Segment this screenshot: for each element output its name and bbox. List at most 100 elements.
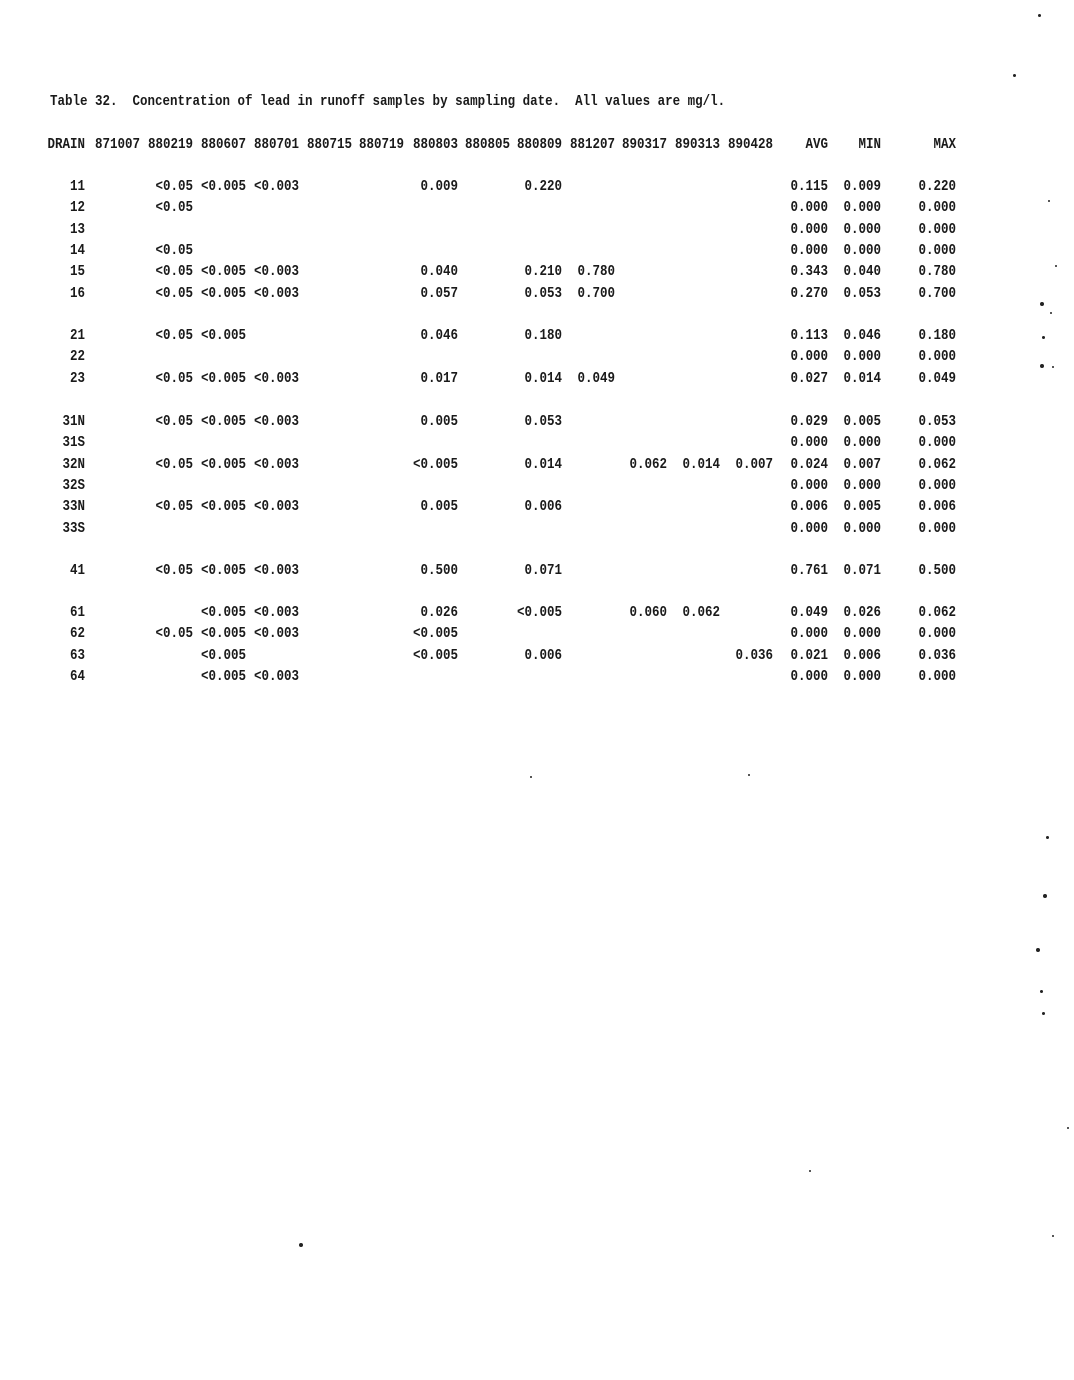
- concentration-value: 0.500: [420, 562, 458, 579]
- drain-id: 12: [69, 199, 85, 217]
- drain-id: 21: [69, 327, 85, 344]
- concentration-value: 0.210: [524, 263, 562, 280]
- avg-value: 0.000: [790, 348, 828, 366]
- column-header: 890317: [621, 136, 667, 153]
- concentration-value: <0.05: [155, 413, 193, 430]
- concentration-value: 0.053: [524, 413, 562, 430]
- max-value: 0.049: [918, 369, 956, 387]
- concentration-value: 0.005: [420, 498, 458, 515]
- column-header: DRAIN: [47, 136, 85, 153]
- min-value: 0.009: [843, 178, 881, 195]
- concentration-value: <0.005: [200, 284, 246, 302]
- concentration-value: <0.005: [200, 667, 246, 685]
- drain-id: 63: [69, 646, 85, 664]
- avg-value: 0.000: [790, 519, 828, 537]
- avg-value: 0.000: [790, 434, 828, 452]
- column-header: 880805: [464, 136, 510, 153]
- min-value: 0.026: [843, 604, 881, 621]
- concentration-value: <0.003: [253, 263, 299, 280]
- concentration-value: <0.05: [155, 263, 193, 280]
- table-title: Table 32. Concentration of lead in runof…: [50, 93, 726, 110]
- concentration-value: 0.005: [420, 413, 458, 430]
- concentration-value: <0.05: [155, 178, 193, 195]
- table-row: 32S 0.000 0.000 0.000: [0, 476, 1074, 494]
- avg-value: 0.761: [790, 562, 828, 579]
- concentration-value: <0.005: [412, 646, 458, 664]
- scan-speck: [299, 1243, 303, 1247]
- concentration-value: <0.003: [253, 284, 299, 302]
- avg-value: 0.270: [790, 284, 828, 302]
- min-value: 0.007: [843, 455, 881, 473]
- concentration-value: <0.005: [200, 562, 246, 579]
- avg-value: 0.027: [790, 369, 828, 387]
- concentration-value: <0.05: [155, 284, 193, 302]
- table-row: 41 <0.05 <0.005 <0.003 0.500 0.071 0.761 0.071 0…: [0, 562, 1074, 579]
- concentration-value: 0.180: [524, 327, 562, 344]
- min-value: 0.040: [843, 263, 881, 280]
- concentration-value: <0.003: [253, 455, 299, 473]
- concentration-value: <0.05: [155, 625, 193, 643]
- avg-value: 0.115: [790, 178, 828, 195]
- table-row: 11 <0.05 <0.005 <0.003 0.009 0.220 0.115 0.009 0…: [0, 178, 1074, 195]
- concentration-value: 0.060: [629, 604, 667, 621]
- concentration-value: <0.005: [200, 625, 246, 643]
- drain-id: 41: [69, 562, 85, 579]
- max-value: 0.000: [918, 625, 956, 643]
- table-row: 62 <0.05 <0.005 <0.003 <0.005 0.000 0.000 0.000: [0, 625, 1074, 643]
- concentration-value: <0.05: [155, 562, 193, 579]
- concentration-value: <0.005: [516, 604, 562, 621]
- column-header: 880719: [358, 136, 404, 153]
- scan-speck: [1042, 336, 1045, 339]
- avg-value: 0.000: [790, 199, 828, 217]
- concentration-value: 0.006: [524, 646, 562, 664]
- concentration-value: <0.005: [200, 263, 246, 280]
- drain-id: 11: [69, 178, 85, 195]
- avg-value: 0.000: [790, 220, 828, 238]
- scan-speck: [1040, 364, 1044, 368]
- concentration-value: <0.005: [412, 625, 458, 643]
- concentration-value: 0.062: [629, 455, 667, 473]
- drain-id: 13: [69, 220, 85, 238]
- scan-speck: [1042, 1012, 1045, 1015]
- column-header: AVG: [805, 136, 828, 153]
- concentration-value: <0.003: [253, 604, 299, 621]
- drain-id: 32S: [62, 476, 85, 494]
- column-header: 871007: [94, 136, 140, 153]
- max-value: 0.780: [918, 263, 956, 280]
- max-value: 0.000: [918, 220, 956, 238]
- concentration-value: 0.053: [524, 284, 562, 302]
- column-header: 880803: [412, 136, 458, 153]
- table-row: 33S 0.000 0.000 0.000: [0, 519, 1074, 537]
- drain-id: 33S: [62, 519, 85, 537]
- concentration-value: 0.057: [420, 284, 458, 302]
- scan-speck: [1038, 14, 1041, 17]
- concentration-value: <0.003: [253, 369, 299, 387]
- scan-speck: [1040, 302, 1044, 306]
- min-value: 0.000: [843, 625, 881, 643]
- min-value: 0.000: [843, 519, 881, 537]
- concentration-value: <0.005: [412, 455, 458, 473]
- concentration-value: <0.003: [253, 498, 299, 515]
- concentration-value: <0.005: [200, 178, 246, 195]
- min-value: 0.005: [843, 498, 881, 515]
- header-row: DRAIN 871007 880219 880607 880701 880715 88071…: [0, 136, 1074, 153]
- min-value: 0.000: [843, 476, 881, 494]
- min-value: 0.000: [843, 220, 881, 238]
- max-value: 0.000: [918, 348, 956, 366]
- drain-id: 22: [69, 348, 85, 366]
- concentration-value: <0.003: [253, 413, 299, 430]
- avg-value: 0.000: [790, 667, 828, 685]
- avg-value: 0.000: [790, 241, 828, 259]
- concentration-value: <0.005: [200, 413, 246, 430]
- concentration-value: 0.071: [524, 562, 562, 579]
- drain-id: 62: [69, 625, 85, 643]
- min-value: 0.071: [843, 562, 881, 579]
- avg-value: 0.000: [790, 476, 828, 494]
- drain-id: 31N: [62, 413, 85, 430]
- avg-value: 0.021: [790, 646, 828, 664]
- max-value: 0.220: [918, 178, 956, 195]
- column-header: 881207: [569, 136, 615, 153]
- max-value: 0.500: [918, 562, 956, 579]
- drain-id: 33N: [62, 498, 85, 515]
- table-row: 63 <0.005 <0.005 0.006 0.036 0.021 0.006 0.036: [0, 646, 1074, 664]
